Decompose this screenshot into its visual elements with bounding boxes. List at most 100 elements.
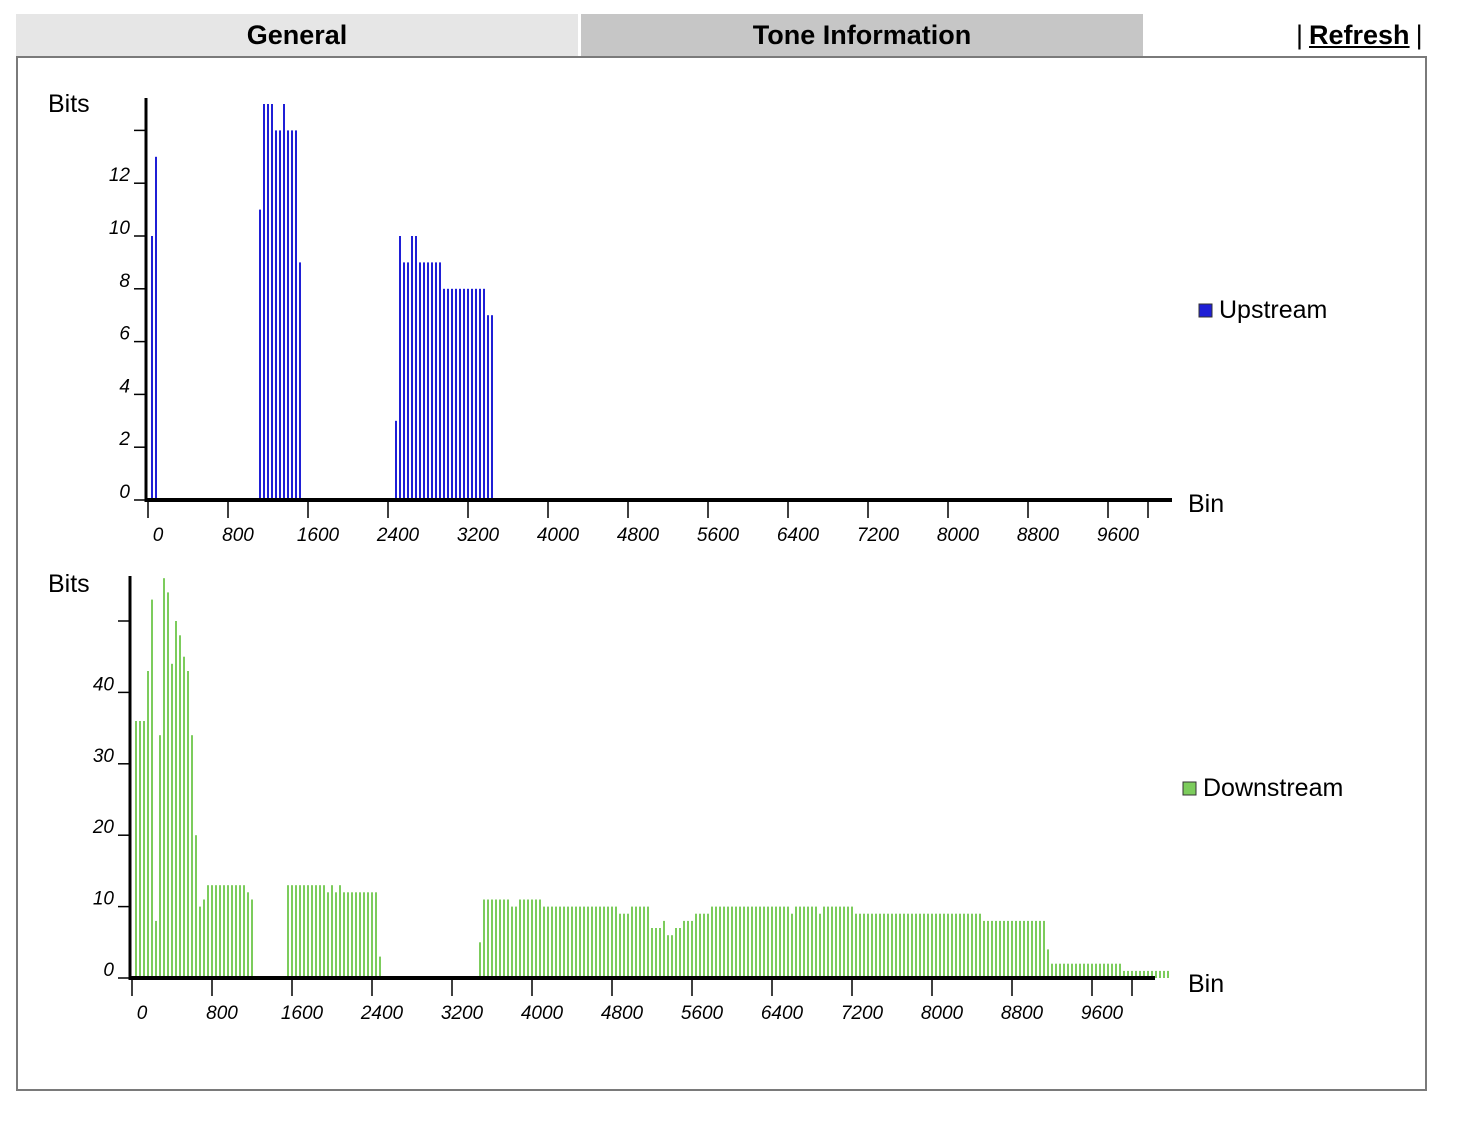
bar-downstream-219 (1139, 970, 1141, 978)
bar-downstream-212 (1111, 963, 1113, 978)
bar-downstream-134 (799, 906, 801, 978)
bar-downstream-9 (171, 663, 173, 978)
bar-downstream-178 (975, 913, 977, 978)
bar-downstream-130 (783, 906, 785, 978)
bar-downstream-208 (1095, 963, 1097, 978)
bar-downstream-68 (535, 899, 537, 978)
bar-downstream-37 (315, 885, 317, 978)
bar-downstream-149 (859, 913, 861, 978)
bar-downstream-1 (139, 721, 141, 978)
x-tick-label: 6400 (761, 1003, 804, 1024)
x-tick-label: 8800 (1001, 1003, 1044, 1024)
bar-downstream-125 (763, 906, 765, 978)
bar-downstream-222 (1151, 970, 1153, 978)
bar-downstream-142 (831, 906, 833, 978)
bar-downstream-92 (631, 906, 633, 978)
bar-downstream-226 (1167, 970, 1169, 978)
bar-downstream-158 (895, 913, 897, 978)
x-tick-label: 5600 (697, 525, 740, 546)
bar-upstream-27 (451, 288, 453, 500)
bar-upstream-36 (487, 315, 489, 500)
bar-downstream-121 (747, 906, 749, 978)
bar-downstream-160 (903, 913, 905, 978)
bar-downstream-177 (971, 913, 973, 978)
bar-downstream-11 (179, 635, 181, 978)
bar-upstream-17 (411, 236, 413, 500)
bar-downstream-61 (507, 899, 509, 978)
bar-downstream-131 (787, 906, 789, 978)
bar-downstream-207 (1091, 963, 1093, 978)
tab-general[interactable]: General (16, 14, 578, 56)
bar-downstream-44 (343, 892, 345, 978)
bar-downstream-159 (899, 913, 901, 978)
bar-downstream-102 (671, 935, 673, 978)
bar-downstream-191 (1027, 920, 1029, 978)
bar-downstream-2 (143, 721, 145, 978)
bar-downstream-204 (1079, 963, 1081, 978)
bar-downstream-189 (1019, 920, 1021, 978)
bar-downstream-132 (791, 913, 793, 978)
bar-downstream-187 (1011, 920, 1013, 978)
bar-downstream-36 (311, 885, 313, 978)
refresh-link[interactable]: Refresh (1309, 19, 1410, 50)
bar-downstream-173 (955, 913, 957, 978)
x-tick-label: 2400 (360, 1003, 404, 1024)
bar-downstream-104 (679, 928, 681, 978)
bar-downstream-218 (1135, 970, 1137, 978)
bar-downstream-194 (1039, 920, 1041, 978)
bar-downstream-117 (731, 906, 733, 978)
bar-downstream-143 (835, 906, 837, 978)
x-tick-label: 2400 (376, 525, 420, 546)
bar-downstream-15 (195, 835, 197, 978)
bar-downstream-157 (891, 913, 893, 978)
bar-downstream-196 (1047, 949, 1049, 978)
bar-upstream-16 (407, 262, 409, 500)
bar-downstream-89 (619, 913, 621, 978)
bar-upstream-37 (491, 315, 493, 500)
bar-downstream-54 (479, 942, 481, 978)
tab-tone-information[interactable]: Tone Information (581, 14, 1143, 56)
bar-downstream-59 (499, 899, 501, 978)
bar-downstream-79 (579, 906, 581, 978)
bar-downstream-138 (815, 906, 817, 978)
bar-downstream-113 (715, 906, 717, 978)
bar-downstream-188 (1015, 920, 1017, 978)
bar-downstream-43 (339, 885, 341, 978)
bar-downstream-66 (527, 899, 529, 978)
x-tick-label: 800 (206, 1003, 238, 1024)
bar-downstream-167 (931, 913, 933, 978)
bar-upstream-30 (463, 288, 465, 500)
bar-downstream-147 (851, 906, 853, 978)
bar-downstream-58 (495, 899, 497, 978)
bar-downstream-64 (519, 899, 521, 978)
bar-downstream-38 (319, 885, 321, 978)
bar-downstream-74 (559, 906, 561, 978)
x-tick-label: 5600 (681, 1003, 724, 1024)
bar-downstream-128 (775, 906, 777, 978)
bar-downstream-80 (583, 906, 585, 978)
bar-downstream-202 (1071, 963, 1073, 978)
bar-upstream-12 (299, 262, 301, 500)
x-tick-label: 9600 (1081, 1003, 1124, 1024)
bar-downstream-33 (299, 885, 301, 978)
bar-downstream-97 (651, 928, 653, 978)
bar-upstream-7 (279, 130, 281, 500)
bar-downstream-6 (159, 735, 161, 978)
bar-downstream-175 (963, 913, 965, 978)
bar-downstream-205 (1083, 963, 1085, 978)
bar-upstream-20 (423, 262, 425, 500)
y-tick-label: 2 (118, 429, 130, 450)
x-tick-label: 8800 (1017, 525, 1060, 546)
bar-downstream-51 (371, 892, 373, 978)
bar-downstream-114 (719, 906, 721, 978)
bar-downstream-62 (511, 906, 513, 978)
bar-downstream-126 (767, 906, 769, 978)
bar-downstream-210 (1103, 963, 1105, 978)
bar-downstream-49 (363, 892, 365, 978)
tone-panel: 0 2 4 6 8 10 12 0 800 1600 2400 3200 4000 4800 5600 640… (16, 56, 1427, 1091)
bar-upstream-2 (259, 209, 261, 500)
bar-downstream-0 (135, 721, 137, 978)
bar-downstream-105 (683, 920, 685, 978)
bar-upstream-34 (479, 288, 481, 500)
x-tick-label: 0 (137, 1003, 148, 1024)
